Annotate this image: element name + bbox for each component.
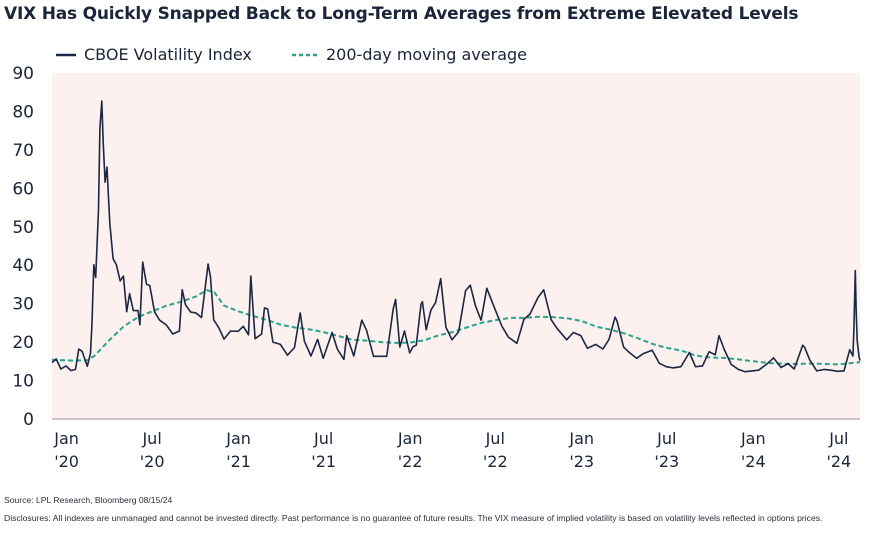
- x-tick-label-year: '21: [226, 452, 251, 471]
- x-tick-label-year: '22: [483, 452, 508, 471]
- disclosure-note: Disclosures: All indexes are unmanaged a…: [4, 513, 823, 523]
- series-line-vix: [51, 100, 861, 373]
- x-tick-label-month: Jul: [313, 429, 333, 448]
- legend-item-ma: 200-day moving average: [292, 45, 527, 64]
- plot-area: [52, 73, 860, 419]
- y-tick-label: 30: [12, 295, 34, 315]
- x-tick-label-year: '24: [741, 452, 766, 471]
- x-tick-label-year: '21: [311, 452, 336, 471]
- legend-swatch-vix-line: [56, 53, 76, 56]
- series-line-200-day-moving-average: [51, 289, 861, 366]
- x-tick-label-year: '23: [569, 452, 594, 471]
- vix-chart: 0 10 20 30 40 50 60 70 80 90 Jan '20 Jul '20 Jan '21 Jul…: [12, 64, 861, 471]
- x-tick-label-month: Jan: [397, 429, 423, 448]
- x-tick-label-month: Jul: [141, 429, 161, 448]
- legend-label-vix: CBOE Volatility Index: [84, 45, 252, 64]
- y-tick-label: 20: [12, 333, 34, 353]
- y-tick-label: 50: [12, 218, 34, 238]
- y-tick-label: 0: [23, 410, 34, 430]
- x-tick-label-year: '20: [140, 452, 165, 471]
- x-tick-label-month: Jan: [568, 429, 594, 448]
- x-tick-label-month: Jan: [225, 429, 251, 448]
- y-tick-label: 70: [12, 141, 34, 161]
- x-tick-label-month: Jan: [53, 429, 79, 448]
- legend-item-vix: CBOE Volatility Index: [56, 45, 252, 64]
- x-tick-label-year: '24: [826, 452, 851, 471]
- x-tick-label-month: Jul: [656, 429, 676, 448]
- x-tick-label-year: '22: [398, 452, 423, 471]
- y-tick-label: 10: [12, 372, 34, 392]
- y-tick-label: 90: [12, 64, 34, 84]
- x-tick-label-year: '23: [654, 452, 679, 471]
- x-tick-label-month: Jul: [485, 429, 505, 448]
- y-tick-label: 60: [12, 179, 34, 199]
- x-tick-label-month: Jul: [828, 429, 848, 448]
- x-tick-label-month: Jan: [740, 429, 766, 448]
- source-note: Source: LPL Research, Bloomberg 08/15/24: [4, 495, 173, 505]
- y-tick-label: 40: [12, 256, 34, 276]
- x-tick-label-year: '20: [54, 452, 79, 471]
- y-tick-label: 80: [12, 102, 34, 122]
- legend-label-ma: 200-day moving average: [326, 45, 527, 64]
- legend-swatch-ma-line: [292, 53, 318, 56]
- chart-title: VIX Has Quickly Snapped Back to Long-Ter…: [4, 4, 799, 24]
